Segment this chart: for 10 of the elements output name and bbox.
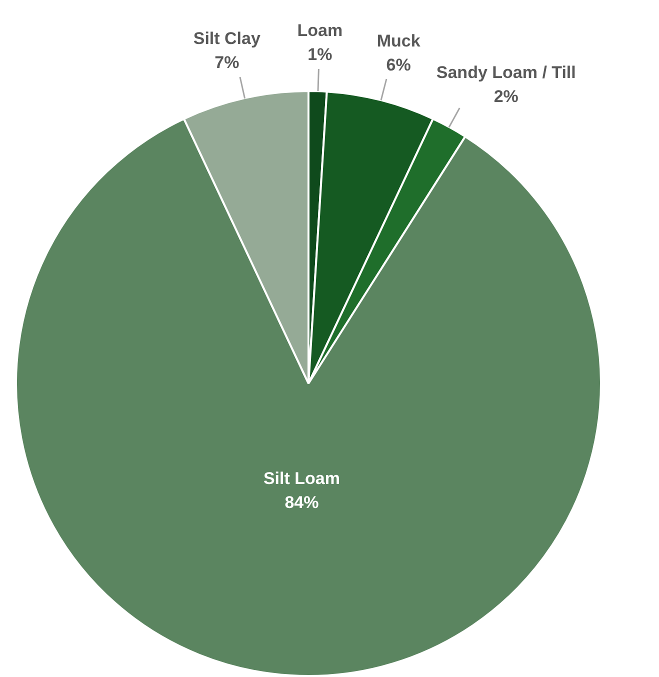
data-label: 7% xyxy=(214,52,240,72)
data-label: 1% xyxy=(308,44,332,64)
slice-label: Silt Clay xyxy=(193,28,261,48)
data-label: 2% xyxy=(494,86,518,106)
data-label: 6% xyxy=(386,55,411,74)
slice-label: Muck xyxy=(376,31,421,50)
slice-label: Silt Loam xyxy=(263,469,340,488)
slice-label: Loam xyxy=(297,20,343,40)
data-label: 84% xyxy=(284,493,319,512)
slice-label: Sandy Loam / Till xyxy=(436,62,576,82)
